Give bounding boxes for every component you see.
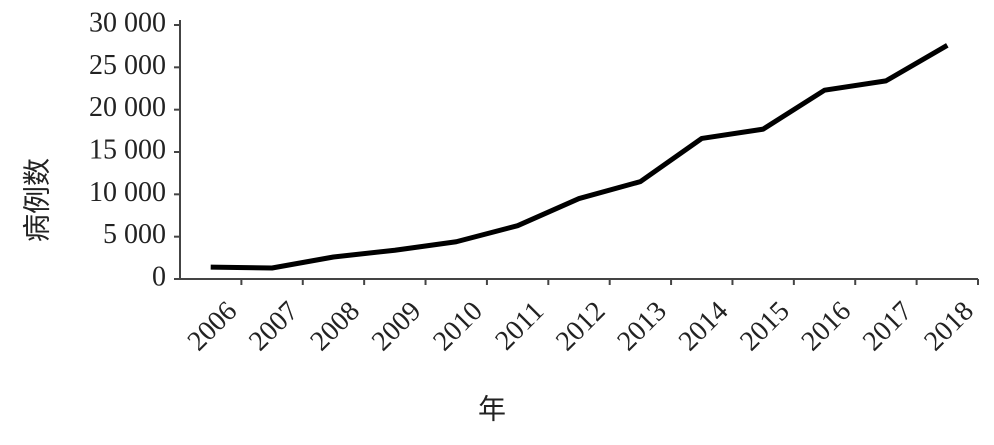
- x-tick-label: 2018: [918, 296, 980, 358]
- x-tick-label: 2007: [243, 296, 305, 358]
- x-tick-label: 2012: [550, 296, 612, 358]
- x-tick-label: 2011: [489, 296, 550, 357]
- x-tick-label: 2015: [734, 296, 796, 358]
- x-tick-label: 2009: [366, 296, 428, 358]
- x-tick-label: 2016: [796, 296, 858, 358]
- line: [210, 43, 949, 271]
- y-tick-label: 10 000: [89, 177, 166, 208]
- x-tick-label: 2017: [857, 296, 919, 358]
- y-tick-label: 15 000: [89, 134, 166, 165]
- x-tick-label: 2013: [611, 296, 673, 358]
- x-tick-label: 2008: [304, 296, 366, 358]
- x-tick-label: 2010: [427, 296, 489, 358]
- y-tick-label: 25 000: [89, 50, 166, 81]
- y-tick-label: 0: [152, 261, 166, 292]
- y-tick-label: 20 000: [89, 92, 166, 123]
- x-tick-label: 2014: [673, 296, 735, 358]
- y-axis-label: 病例数: [21, 158, 53, 242]
- x-tick-label: 2006: [182, 296, 244, 358]
- y-tick-label: 30 000: [89, 7, 166, 38]
- y-tick-label: 5 000: [103, 219, 166, 250]
- x-axis-label: 年: [478, 393, 506, 425]
